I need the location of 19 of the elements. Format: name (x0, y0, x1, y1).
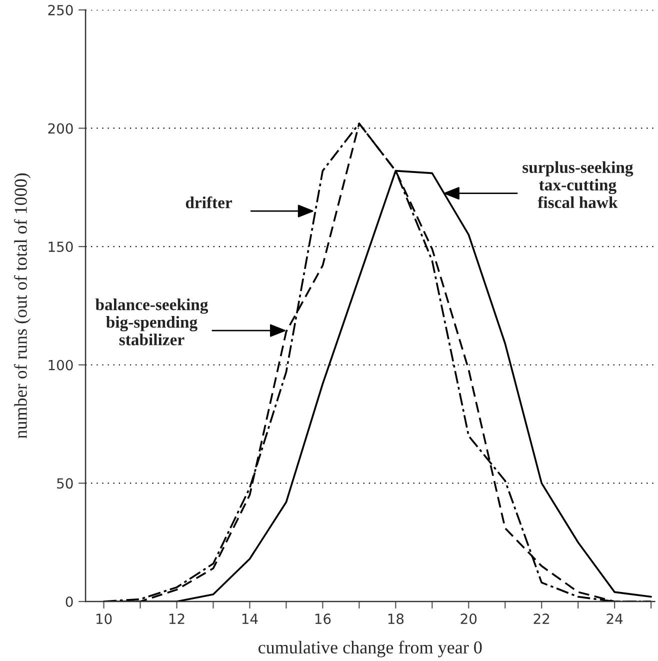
x-tick-label: 22 (534, 614, 550, 624)
y-tick-label: 50 (57, 478, 73, 489)
annotation: balance-seeking big-spending stabilizer (95, 298, 208, 346)
y-tick-label: 100 (48, 360, 73, 370)
y-tick-label: 150 (48, 242, 73, 252)
x-tick-label: 12 (169, 614, 184, 624)
x-tick-label: 18 (388, 614, 404, 624)
x-tick-label: 14 (242, 614, 258, 624)
y-tick-label: 0 (66, 596, 73, 607)
y-tick-label: 250 (48, 4, 73, 16)
annotation: surplus-seeking tax-cutting fiscal hawk (522, 161, 634, 208)
x-tick-label: 20 (460, 614, 477, 624)
x-tick-label: 16 (315, 614, 331, 624)
x-tick-label: 10 (96, 614, 112, 624)
x-axis-title: cumulative change from year 0 (258, 640, 482, 658)
x-tick-label: 24 (606, 614, 623, 624)
y-tick-label: 200 (48, 123, 73, 134)
annotation: drifter (186, 196, 232, 208)
y-axis-title: number of runs (out of total of 1000) (14, 173, 31, 438)
